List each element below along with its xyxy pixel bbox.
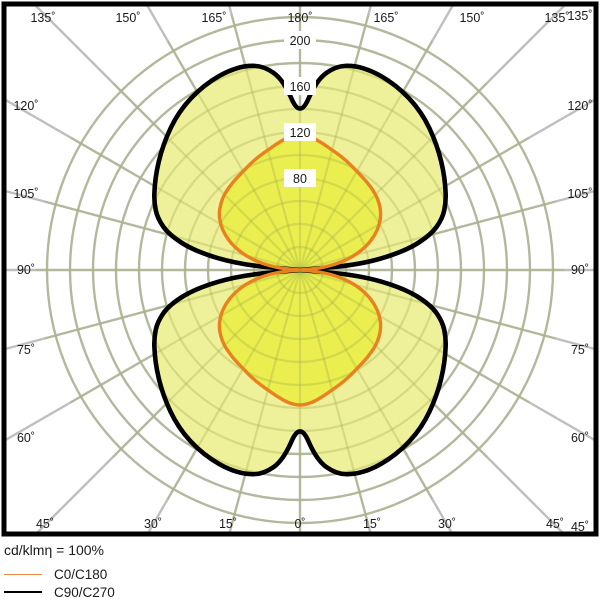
angle-label-right-5: 60˚: [571, 431, 589, 445]
angular-tick-labels: 135˚ 150˚ 165˚ 180˚ 165˚ 150˚ 135˚ 45˚ 30˚ 15˚ 0˚ 1…: [13, 9, 592, 534]
legend-units-note: cd/klmη = 100%: [4, 542, 104, 558]
angle-label-top-5: 150˚: [459, 11, 484, 25]
angle-label-bottom-5: 30˚: [438, 517, 456, 531]
radial-tick-120: 120: [290, 126, 311, 140]
legend-swatch-c90-c270: [4, 591, 42, 593]
angle-label-left-1: 105˚: [13, 187, 38, 201]
radial-tick-160: 160: [290, 80, 311, 94]
radial-tick-200: 200: [290, 34, 311, 48]
angle-label-top-3: 180˚: [287, 11, 312, 25]
legend-label-c0-c180: C0/C180: [54, 566, 108, 582]
angle-label-right-0: 135˚: [567, 9, 592, 23]
angle-label-top-2: 165˚: [201, 11, 226, 25]
radial-tick-labels: 200 160 120 80: [284, 31, 316, 187]
angle-label-bottom-3: 0˚: [294, 517, 305, 531]
angle-label-bottom-0: 45˚: [36, 517, 54, 531]
angle-label-bottom-6: 45˚: [546, 517, 564, 531]
radial-tick-halo: [284, 169, 316, 187]
angle-label-top-1: 150˚: [115, 11, 140, 25]
angle-label-left-0: 120˚: [13, 99, 38, 113]
chart-legend: cd/klmη = 100% C0/C180 C90/C270: [0, 540, 600, 600]
angle-label-top-4: 165˚: [373, 11, 398, 25]
legend-entry-c0-c180: C0/C180: [4, 565, 107, 583]
angle-label-right-2: 105˚: [567, 187, 592, 201]
legend-entry-c90-c270: C90/C270: [4, 583, 115, 601]
angle-label-right-4: 75˚: [571, 343, 589, 357]
angle-label-top-0: 135˚: [30, 11, 55, 25]
radial-tick-halo: [284, 123, 316, 141]
radial-tick-halo: [284, 31, 316, 49]
angle-label-left-3: 75˚: [17, 343, 35, 357]
angle-label-bottom-2: 15˚: [219, 517, 237, 531]
angle-label-bottom-4: 15˚: [363, 517, 381, 531]
angle-label-left-2: 90˚: [17, 263, 35, 277]
angle-label-right-1: 120˚: [567, 99, 592, 113]
angle-label-right-6: 45˚: [571, 520, 589, 534]
radial-tick-80: 80: [293, 172, 307, 186]
c0-c180-curve: [217, 133, 383, 407]
angle-label-right-3: 90˚: [571, 263, 589, 277]
angle-label-bottom-1: 30˚: [144, 517, 162, 531]
radial-tick-halo: [284, 77, 316, 95]
plot-frame: [1, 1, 599, 537]
legend-swatch-c0-c180: [4, 573, 42, 575]
angle-label-top-6: 135˚: [544, 11, 569, 25]
angle-label-left-4: 60˚: [17, 431, 35, 445]
legend-label-c90-c270: C90/C270: [54, 584, 115, 600]
